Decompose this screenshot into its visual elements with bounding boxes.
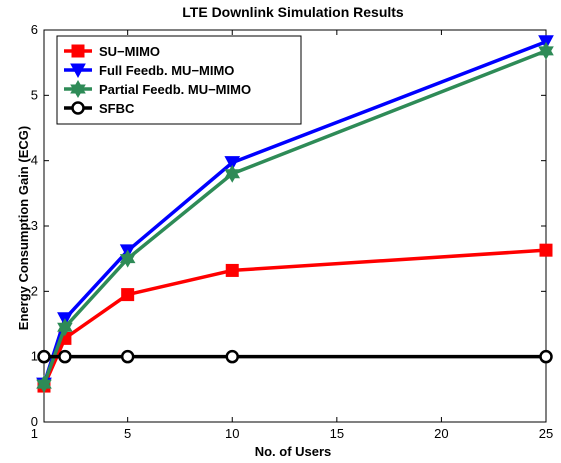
data-point bbox=[57, 318, 73, 337]
legend-label: SU−MIMO bbox=[99, 44, 160, 59]
legend-label: Full Feedb. MU−MIMO bbox=[99, 63, 234, 78]
series-layer bbox=[36, 35, 554, 394]
y-tick-label: 0 bbox=[31, 414, 38, 429]
data-point-part bbox=[538, 46, 554, 60]
x-tick-label: 10 bbox=[225, 426, 239, 441]
legend-marker-part bbox=[70, 84, 86, 99]
data-point bbox=[224, 156, 241, 171]
legend-marker bbox=[71, 101, 85, 115]
legend-marker bbox=[70, 63, 86, 79]
series-2 bbox=[36, 41, 554, 394]
data-point-part bbox=[36, 379, 52, 394]
legend: SU−MIMO Full Feedb. MU−MIMO Partial Feedb.… bbox=[56, 35, 302, 125]
legend-label: Partial Feedb. MU−MIMO bbox=[99, 82, 251, 97]
data-point-part bbox=[224, 169, 241, 183]
chart-title: LTE Downlink Simulation Results bbox=[182, 4, 404, 20]
data-point bbox=[538, 41, 554, 60]
y-tick-label: 2 bbox=[31, 283, 38, 298]
data-point-part bbox=[119, 254, 136, 268]
x-tick-label: 5 bbox=[124, 426, 131, 441]
x-tick-label: 20 bbox=[434, 426, 448, 441]
y-tick-label: 4 bbox=[31, 153, 38, 168]
legend-box bbox=[56, 35, 302, 125]
data-point bbox=[225, 349, 239, 364]
data-point bbox=[58, 349, 72, 364]
data-point bbox=[36, 375, 52, 394]
y-tick-label: 5 bbox=[31, 87, 38, 102]
data-point bbox=[119, 249, 136, 268]
y-tick-label: 6 bbox=[31, 22, 38, 37]
data-point bbox=[224, 164, 241, 183]
series-3 bbox=[37, 349, 553, 364]
x-tick-label: 1 bbox=[31, 426, 38, 441]
y-axis-title: Energy Consumption Gain (ECG) bbox=[16, 126, 31, 330]
data-point bbox=[539, 349, 553, 364]
data-point bbox=[225, 263, 239, 277]
y-tick-label: 1 bbox=[31, 349, 38, 364]
data-point bbox=[121, 288, 135, 302]
x-tick-label: 15 bbox=[330, 426, 344, 441]
x-tick-label: 25 bbox=[539, 426, 553, 441]
data-point bbox=[120, 349, 135, 364]
data-point bbox=[37, 349, 51, 364]
y-tick-label: 3 bbox=[31, 218, 38, 233]
legend-label: SFBC bbox=[99, 101, 135, 116]
legend-marker bbox=[70, 79, 86, 99]
data-point bbox=[539, 243, 553, 257]
x-axis-title: No. of Users bbox=[255, 444, 332, 459]
data-point-part bbox=[57, 322, 73, 337]
legend-marker bbox=[71, 44, 85, 58]
